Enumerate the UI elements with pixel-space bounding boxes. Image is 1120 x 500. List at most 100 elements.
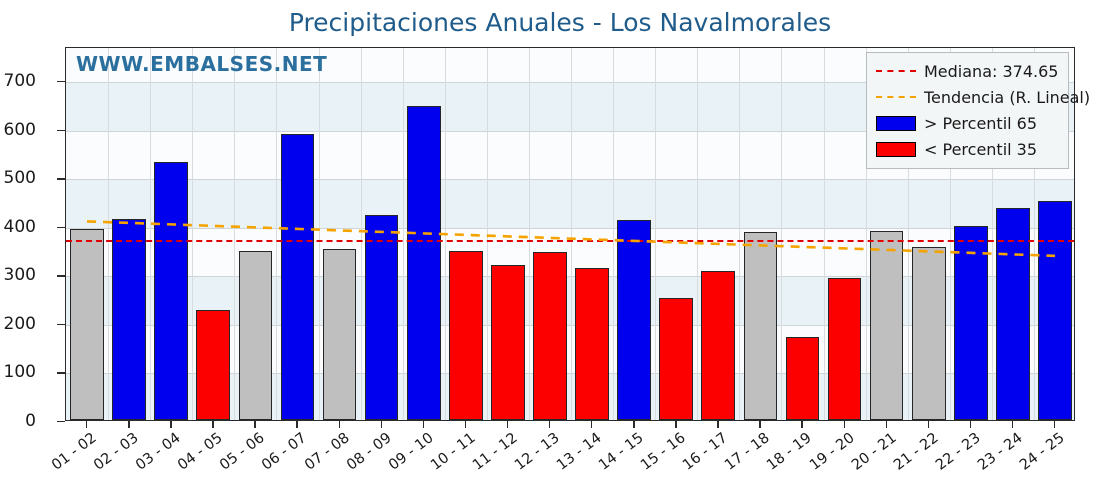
y-axis-tick-label: 400 — [3, 216, 36, 237]
x-axis-tick-mark — [1053, 421, 1056, 428]
x-axis-tick-mark — [591, 421, 593, 428]
gridline-vertical — [276, 48, 278, 420]
trend-dash-icon — [874, 96, 918, 98]
gridline-vertical — [360, 48, 362, 420]
bar — [1038, 200, 1072, 420]
legend-label-median: Mediana: 374.65 — [924, 61, 1059, 81]
gridline-vertical — [1033, 48, 1035, 420]
y-axis-tick-label: 0 — [25, 411, 36, 431]
gridline-vertical — [739, 48, 741, 420]
background-band — [66, 179, 1074, 228]
y-axis-tick-mark — [57, 226, 65, 229]
gridline-horizontal — [66, 82, 1074, 83]
gridline-vertical — [528, 48, 530, 420]
legend-label-above: > Percentil 65 — [924, 113, 1038, 133]
y-axis-tick-label: 500 — [3, 168, 36, 189]
x-axis-tick-mark — [843, 421, 845, 428]
legend-item-median: Mediana: 374.65 — [874, 58, 1061, 84]
gridline-vertical — [571, 48, 572, 420]
chart-legend: Mediana: 374.65 Tendencia (R. Lineal) > … — [866, 52, 1090, 169]
bar — [154, 161, 189, 420]
y-axis-tick-label: 700 — [3, 71, 36, 91]
bar — [533, 252, 567, 420]
x-axis-tick-mark — [717, 421, 719, 428]
y-axis-tick-mark — [57, 129, 65, 131]
gridline-vertical — [823, 48, 825, 420]
x-axis-tick-mark — [885, 421, 888, 428]
x-axis-tick-mark — [86, 421, 88, 428]
x-axis-tick-mark — [212, 421, 214, 428]
gridline-horizontal — [66, 324, 1074, 326]
x-axis-tick-mark — [506, 421, 509, 428]
y-axis-tick-mark — [57, 323, 65, 326]
x-axis-tick-mark — [380, 421, 383, 428]
x-axis-tick-mark — [927, 421, 930, 428]
bar — [322, 249, 357, 420]
gridline-vertical — [865, 48, 867, 420]
y-axis-tick-mark — [57, 421, 65, 423]
bar — [827, 277, 862, 420]
x-axis-tick-mark — [801, 421, 803, 428]
gridline-vertical — [907, 48, 909, 420]
bar — [491, 264, 525, 420]
gridline-vertical — [991, 48, 993, 420]
gridline-vertical — [697, 48, 699, 420]
bar — [701, 271, 736, 420]
x-axis-tick-mark — [675, 421, 677, 428]
x-axis-tick-mark — [338, 421, 340, 428]
legend-label-trend: Tendencia (R. Lineal) — [924, 87, 1091, 107]
gridline-horizontal — [66, 276, 1074, 278]
x-axis-tick-mark — [128, 421, 130, 428]
x-axis-tick-mark — [422, 421, 425, 428]
bar — [617, 219, 651, 420]
gridline-vertical — [318, 48, 320, 420]
bar — [869, 230, 904, 420]
gridline-vertical — [949, 48, 951, 420]
bar — [112, 218, 146, 420]
y-axis-tick-mark — [57, 372, 65, 374]
gridline-vertical — [402, 48, 404, 420]
trend-line — [86, 220, 1056, 258]
background-band — [66, 276, 1074, 325]
y-axis-tick-label: 300 — [3, 265, 36, 286]
bar — [575, 267, 609, 420]
bar — [70, 228, 104, 420]
x-axis-tick-mark — [1011, 421, 1014, 428]
y-axis-tick-label: 100 — [3, 362, 36, 383]
bar — [743, 232, 778, 420]
x-axis-tick-mark — [759, 421, 761, 428]
bar — [280, 133, 315, 420]
gridline-horizontal — [66, 227, 1074, 229]
x-axis-tick-mark — [296, 421, 298, 428]
y-axis-tick-mark — [57, 81, 65, 83]
median-dash-icon — [874, 70, 918, 72]
background-band — [66, 373, 1074, 420]
bar — [364, 215, 399, 420]
bar — [238, 250, 273, 420]
gridline-vertical — [613, 48, 615, 420]
x-axis-tick-mark — [170, 421, 172, 428]
x-axis-tick-mark — [254, 421, 256, 428]
gridline-horizontal — [66, 179, 1074, 181]
y-axis-tick-label: 600 — [3, 119, 36, 140]
gridline-horizontal — [66, 130, 1074, 132]
legend-item-above: > Percentil 65 — [874, 110, 1061, 136]
gridline-vertical — [150, 48, 152, 420]
gridline-vertical — [234, 48, 236, 420]
y-axis-tick-mark — [57, 178, 65, 180]
legend-label-below: < Percentil 35 — [924, 139, 1038, 159]
x-axis-tick-mark — [633, 421, 635, 428]
gridline-vertical — [781, 48, 783, 420]
blue-swatch-icon — [874, 115, 918, 131]
bar — [785, 337, 820, 420]
legend-item-trend: Tendencia (R. Lineal) — [874, 84, 1090, 110]
y-axis-tick-label: 200 — [3, 313, 36, 334]
y-axis-tick-mark — [57, 275, 65, 277]
gridline-vertical — [486, 48, 488, 420]
bar — [953, 225, 988, 420]
page-title: Precipitaciones Anuales - Los Navalmoral… — [288, 8, 832, 37]
gridline-vertical — [108, 48, 110, 420]
gridline-vertical — [655, 48, 657, 420]
bar — [406, 106, 441, 420]
